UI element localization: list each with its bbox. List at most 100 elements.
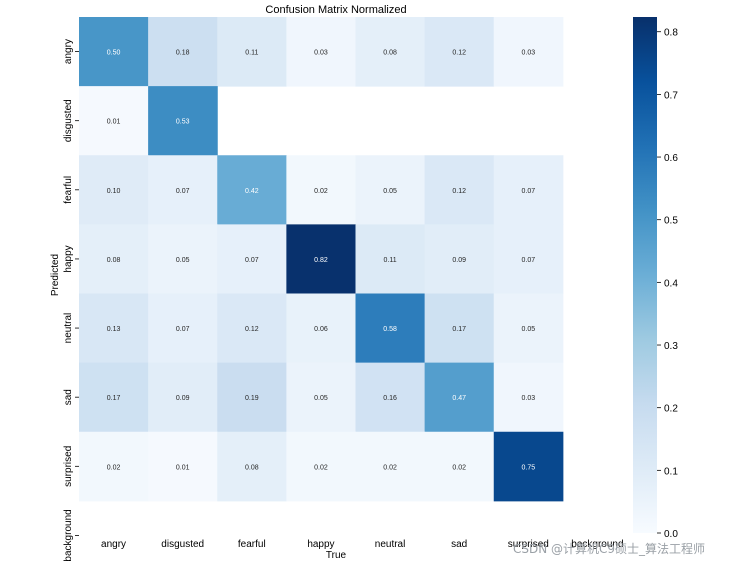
x-tick-label: sad <box>451 539 467 550</box>
cell-value-label: 0.01 <box>107 119 121 126</box>
y-axis-label: Predicted <box>50 254 61 296</box>
heatmap-cell <box>286 362 356 433</box>
x-tick-label: happy <box>307 539 334 550</box>
heatmap-cell <box>79 17 149 87</box>
cell-value-label: 0.11 <box>384 257 397 264</box>
heatmap-cell <box>424 224 495 294</box>
heatmap-cell <box>286 431 356 502</box>
cell-value-label: 0.08 <box>107 257 121 264</box>
cell-value-label: 0.03 <box>314 50 328 57</box>
cell-value-label: 0.02 <box>452 464 466 471</box>
heatmap-cell <box>355 17 426 87</box>
cell-value-label: 0.07 <box>522 188 536 195</box>
cell-value-label: 0.11 <box>245 50 258 57</box>
heatmap-cell <box>79 293 149 364</box>
heatmap-cell <box>148 431 218 502</box>
cell-value-label: 0.07 <box>245 257 259 264</box>
y-tick-label: fearful <box>63 176 74 204</box>
cell-value-label: 0.53 <box>176 119 190 126</box>
heatmap-cell <box>424 17 495 87</box>
cell-value-label: 0.17 <box>107 395 121 402</box>
cell-value-label: 0.16 <box>383 395 397 402</box>
cell-value-label: 0.47 <box>452 395 466 402</box>
y-tick-label: happy <box>63 245 74 272</box>
y-tick-label: angry <box>63 39 74 64</box>
cell-value-label: 0.10 <box>107 188 121 195</box>
heatmap-cell <box>217 224 287 294</box>
cell-value-label: 0.07 <box>522 257 536 264</box>
heatmap-cell <box>217 293 287 364</box>
x-tick-label: background <box>571 539 623 550</box>
heatmap-cell <box>148 362 218 433</box>
heatmap-cell <box>217 17 287 87</box>
colorbar-gradient <box>633 17 657 533</box>
cell-value-label: 0.02 <box>314 188 328 195</box>
y-axis: angry disgusted fearful happy neutral sad surp… <box>63 39 79 562</box>
cell-value-label: 0.75 <box>522 464 536 471</box>
heatmap-cell <box>355 293 426 364</box>
cell-value-label: 0.05 <box>314 395 328 402</box>
heatmap-cell <box>217 431 287 502</box>
colorbar-tick-label: 0.5 <box>664 216 678 227</box>
colorbar-tick-label: 0.2 <box>664 404 678 415</box>
y-tick-label: neutral <box>63 313 74 344</box>
cell-value-label: 0.19 <box>245 395 259 402</box>
cell-value-label: 0.01 <box>176 464 190 471</box>
heatmap-cell <box>79 86 149 156</box>
heatmap-cell <box>424 431 495 502</box>
cell-value-label: 0.07 <box>176 326 190 333</box>
cell-value-label: 0.03 <box>522 50 536 57</box>
x-tick-label: neutral <box>375 539 406 550</box>
heatmap-cell <box>148 293 218 364</box>
x-tick-label: angry <box>101 539 126 550</box>
heatmap-cell <box>493 224 564 294</box>
x-tick-label: surprised <box>508 539 549 550</box>
heatmap-cell <box>493 431 564 502</box>
x-axis-label: True <box>326 550 347 561</box>
watermark-text: CSDN @计算机C9硕士_算法工程师 <box>513 542 706 556</box>
chart-title: Confusion Matrix Normalized <box>265 4 406 16</box>
cell-value-label: 0.02 <box>383 464 397 471</box>
cell-value-label: 0.02 <box>107 464 121 471</box>
cell-value-label: 0.05 <box>383 188 397 195</box>
cell-value-label: 0.08 <box>383 50 397 57</box>
cell-value-label: 0.42 <box>245 188 259 195</box>
heatmap-cell <box>217 362 287 433</box>
colorbar-tick-label: 0.8 <box>664 28 678 39</box>
heatmap-cell <box>493 17 564 87</box>
cell-value-label: 0.08 <box>245 464 259 471</box>
cell-value-label: 0.12 <box>452 188 466 195</box>
x-tick-label: fearful <box>238 539 266 550</box>
heatmap-cell <box>355 155 426 225</box>
cell-value-label: 0.07 <box>176 188 190 195</box>
colorbar: 0.0 0.1 0.2 0.3 0.4 0.5 0.6 0.7 0.8 <box>633 17 678 540</box>
cell-value-label: 0.03 <box>522 395 536 402</box>
cell-value-label: 0.06 <box>314 326 328 333</box>
colorbar-tick-label: 0.3 <box>664 341 678 352</box>
cell-value-label: 0.58 <box>383 326 397 333</box>
heatmap-cell <box>355 431 426 502</box>
cell-value-label: 0.09 <box>176 395 190 402</box>
cell-value-label: 0.05 <box>176 257 190 264</box>
cell-value-label: 0.18 <box>176 50 190 57</box>
heatmap-cell <box>286 17 356 87</box>
heatmap-cell <box>148 86 218 156</box>
heatmap-cell <box>148 224 218 294</box>
heatmap-cell <box>355 362 426 433</box>
heatmap-cell <box>79 362 149 433</box>
cell-value-label: 0.02 <box>314 464 328 471</box>
cell-value-label: 0.05 <box>522 326 536 333</box>
cell-value-label: 0.12 <box>245 326 259 333</box>
heatmap-cell <box>355 224 426 294</box>
heatmap-cell <box>424 293 495 364</box>
cell-value-label: 0.09 <box>452 257 466 264</box>
y-tick-label: background <box>63 509 74 561</box>
cell-value-label: 0.82 <box>314 257 328 264</box>
colorbar-tick-label: 0.4 <box>664 278 678 289</box>
y-tick-label: surprised <box>63 446 74 487</box>
colorbar-tick-label: 0.1 <box>664 466 678 477</box>
heatmap-cell <box>493 362 564 433</box>
heatmap-cell <box>148 17 218 87</box>
colorbar-tick-label: 0.6 <box>664 153 678 164</box>
